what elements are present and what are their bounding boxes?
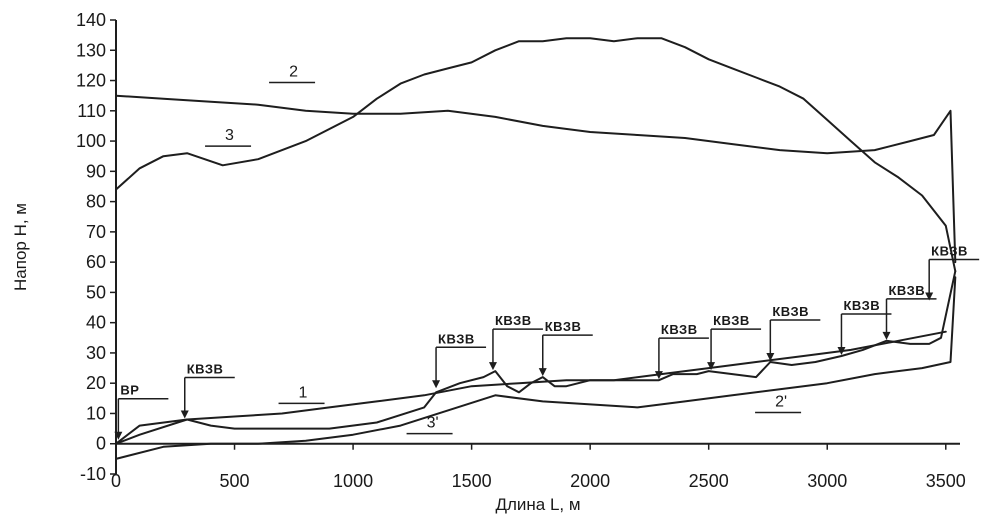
- y-tick-label: 60: [86, 252, 106, 272]
- x-tick-label: 500: [220, 471, 250, 491]
- annotations: ВР КВЗВ КВЗВ КВЗВ КВЗВ КВЗВ КВЗВ КВЗВ КВЗВ КВЗВ КВ…: [114, 243, 980, 440]
- annotation-label: КВЗВ: [187, 362, 224, 377]
- x-tick-label: 0: [111, 471, 121, 491]
- annotation-arrow: [837, 346, 846, 355]
- y-tick-label: 100: [76, 131, 106, 151]
- annotation-label: ВР: [120, 383, 139, 398]
- annotation-arrow: [180, 410, 189, 419]
- annotation: КВЗВ: [488, 313, 543, 371]
- annotation: КВЗВ: [766, 304, 821, 362]
- y-tick-label: 20: [86, 373, 106, 393]
- series-line-3: [115, 330, 947, 445]
- y-tick-label: 110: [77, 101, 106, 121]
- x-tick-label: 2500: [689, 471, 729, 491]
- annotation-label: КВЗВ: [931, 243, 968, 258]
- annotation-arrow: [882, 331, 891, 340]
- x-tick-label: 3000: [807, 471, 847, 491]
- series-line-1: [115, 94, 957, 264]
- annotation-label: КВЗВ: [545, 319, 582, 334]
- annotation-label: КВЗВ: [661, 322, 698, 337]
- annotation: КВЗВ: [925, 243, 980, 301]
- annotation-label: КВЗВ: [843, 298, 880, 313]
- series-label: 2': [775, 393, 787, 410]
- y-tick-label: 140: [76, 10, 106, 30]
- annotation-arrow: [654, 371, 663, 380]
- annotation: КВЗВ: [654, 322, 709, 380]
- annotation: ВР: [114, 383, 169, 440]
- annotation: КВЗВ: [180, 362, 235, 419]
- series-line-5: [115, 270, 957, 445]
- annotation-arrow: [766, 353, 775, 362]
- annotation-label: КВЗВ: [772, 304, 809, 319]
- y-tick-label: -10: [80, 464, 106, 484]
- series-label: 3': [427, 415, 439, 432]
- series-label: 3: [225, 127, 234, 144]
- x-tick-label: 1500: [452, 471, 492, 491]
- series-labels: 2 3 1 2' 3': [205, 64, 802, 435]
- x-tick-label: 3500: [926, 471, 966, 491]
- annotation: КВЗВ: [432, 331, 487, 389]
- annotation: КВЗВ: [882, 283, 937, 340]
- series-line-2: [115, 37, 957, 273]
- series-label: 1: [299, 384, 308, 401]
- y-tick-label: 80: [86, 192, 106, 212]
- y-tick-label: 120: [76, 71, 106, 91]
- series-label: 2: [289, 64, 298, 81]
- y-tick-label: 0: [96, 434, 106, 454]
- annotation-arrow: [114, 431, 123, 440]
- series-line-4: [115, 276, 957, 460]
- annotation-arrow: [538, 368, 547, 377]
- x-tick-label: 2000: [570, 471, 610, 491]
- annotation-arrow: [707, 362, 716, 371]
- annotation: КВЗВ: [837, 298, 892, 355]
- annotation-label: КВЗВ: [495, 313, 532, 328]
- x-axis-title: Длина L, м: [495, 495, 580, 514]
- annotation: КВЗВ: [538, 319, 593, 377]
- y-tick-label: 10: [86, 403, 106, 423]
- y-axis-title: Напор Н, м: [11, 203, 30, 291]
- annotation-label: КВЗВ: [889, 283, 926, 298]
- annotation-arrow: [488, 362, 497, 371]
- y-tick-label: 40: [86, 313, 106, 333]
- annotation-label: КВЗВ: [713, 313, 750, 328]
- y-tick-label: 130: [76, 40, 106, 60]
- y-tick-label: 70: [86, 222, 106, 242]
- y-tick-label: 50: [86, 282, 106, 302]
- x-tick-label: 1000: [333, 471, 373, 491]
- y-tick-label: 30: [86, 343, 106, 363]
- curves: [115, 37, 957, 460]
- annotation-arrow: [432, 380, 441, 389]
- annotation-arrow: [925, 292, 934, 301]
- annotation-label: КВЗВ: [438, 331, 475, 346]
- y-tick-label: 90: [86, 161, 106, 181]
- annotation: КВЗВ: [707, 313, 762, 371]
